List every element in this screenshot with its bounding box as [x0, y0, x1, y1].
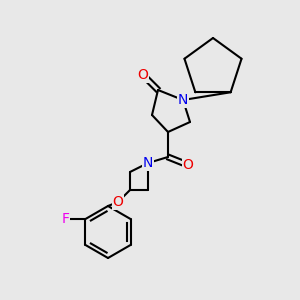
Text: N: N [143, 156, 153, 170]
Text: O: O [138, 68, 148, 82]
Text: F: F [61, 212, 70, 226]
Text: O: O [183, 158, 194, 172]
Text: O: O [112, 195, 123, 209]
Text: N: N [178, 93, 188, 107]
